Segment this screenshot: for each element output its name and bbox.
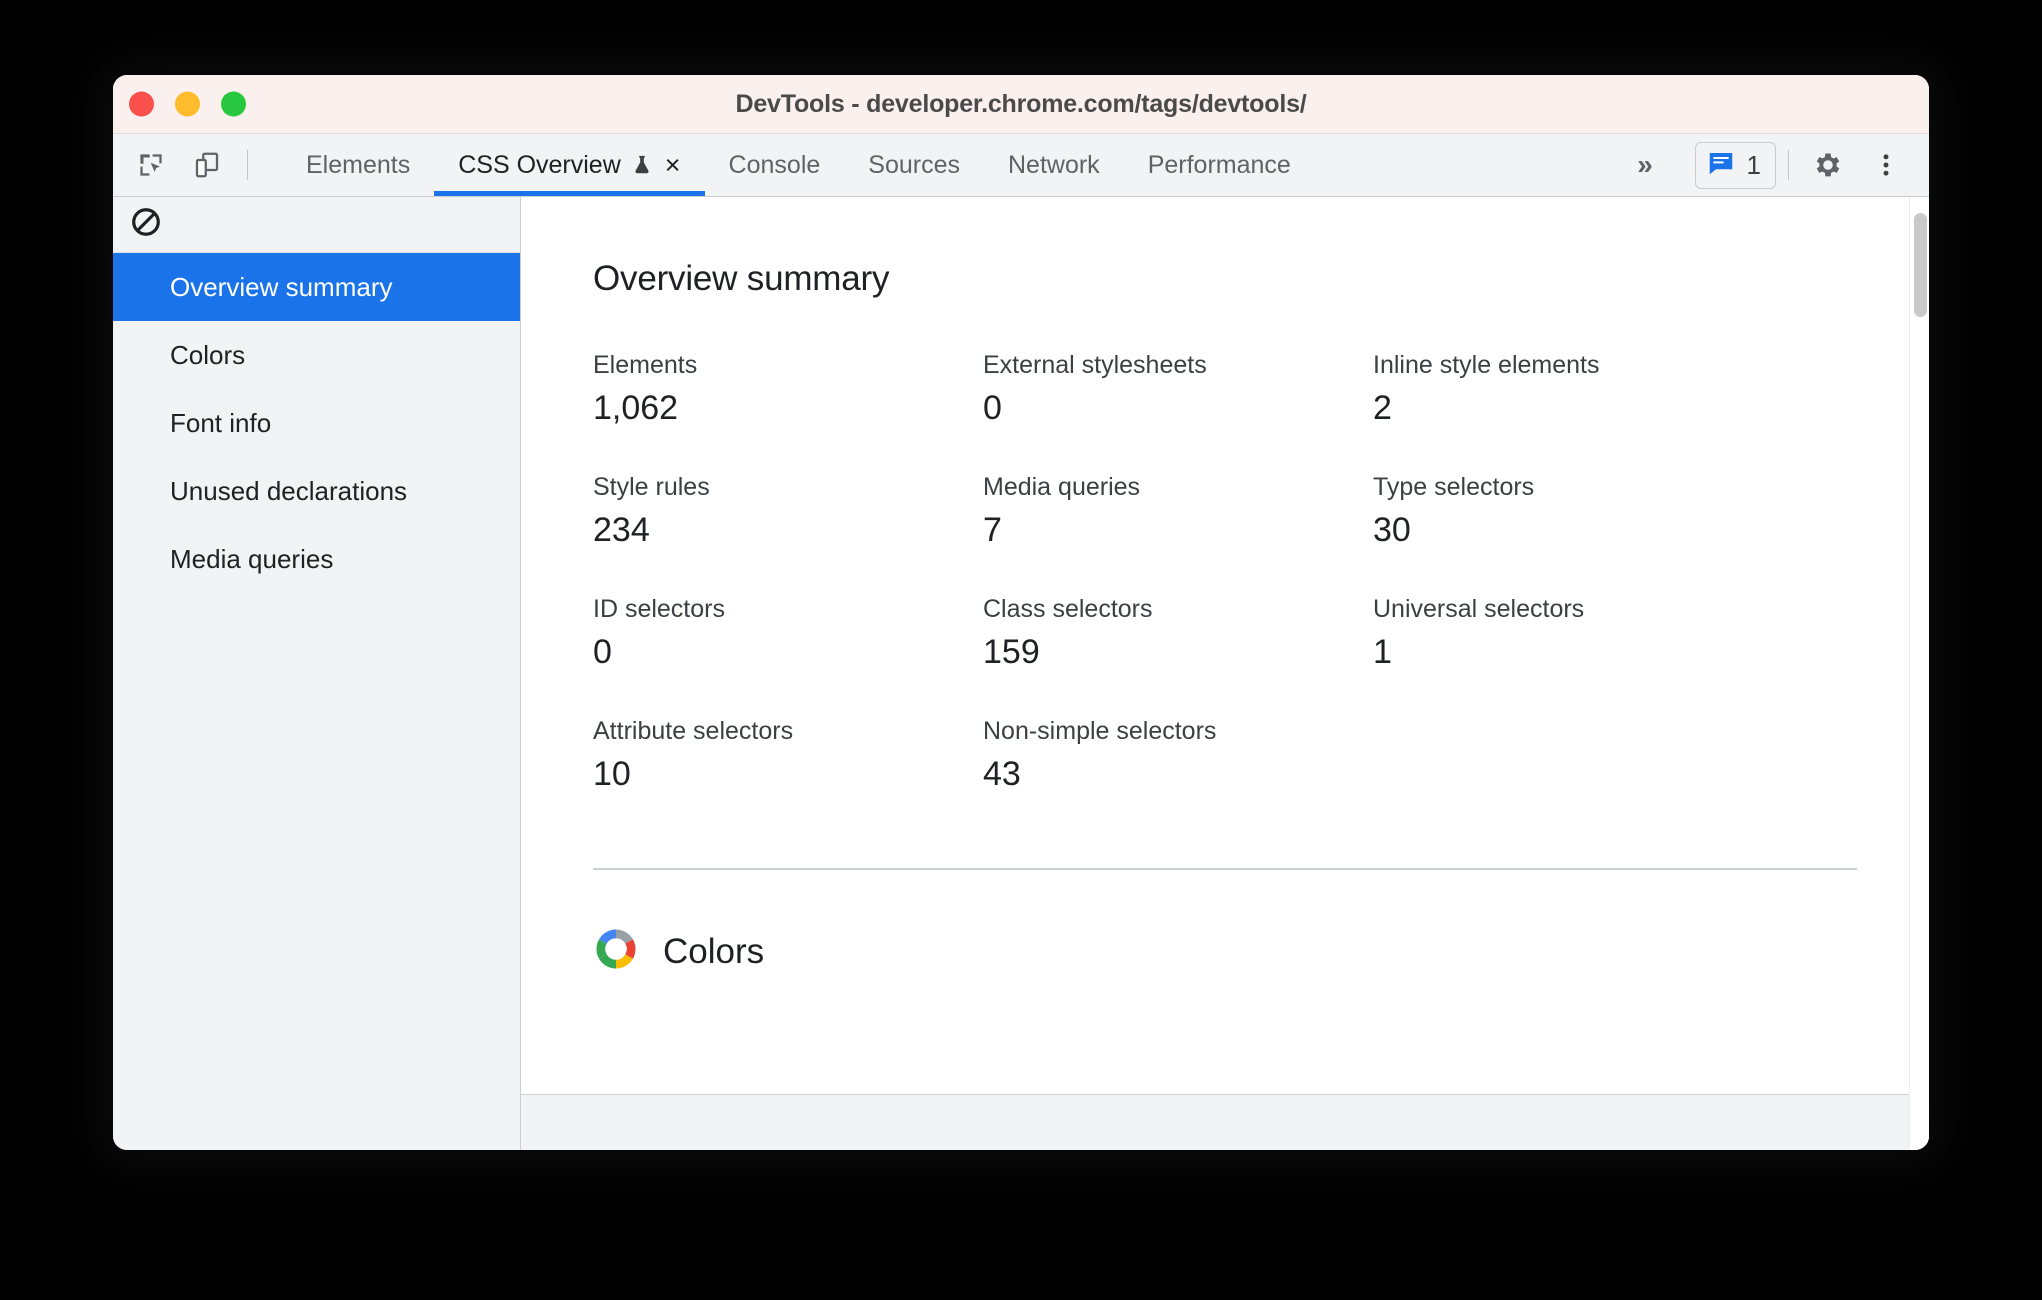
css-overview-sidebar: Overview summary Colors Font info Unused… [113,197,521,1150]
tab-label: Sources [868,150,960,179]
panel-tabs: Elements CSS Overview × Console Sources [282,134,1315,196]
sidebar-item-label: Unused declarations [170,475,408,506]
kebab-menu-icon[interactable] [1859,141,1913,189]
tab-sources[interactable]: Sources [844,134,984,196]
stat-non-simple-selectors: Non-simple selectors 43 [983,717,1373,794]
sidebar-item-colors[interactable]: Colors [113,321,520,389]
stat-label: ID selectors [593,595,725,623]
content-footer-strip [521,1094,1929,1150]
stat-elements: Elements 1,062 [593,351,983,428]
tab-console[interactable]: Console [705,134,845,196]
css-overview-content: Overview summary Elements 1,062 External… [521,197,1929,1150]
stat-label: Media queries [983,473,1141,501]
sidebar-item-label: Colors [170,339,246,370]
console-message-icon [1706,148,1736,183]
stat-label: Type selectors [1373,473,1535,501]
tab-label: Performance [1147,150,1291,179]
sidebar-item-overview-summary[interactable]: Overview summary [113,253,520,321]
stat-value: 30 [1373,511,1411,549]
window-title: DevTools - developer.chrome.com/tags/dev… [735,89,1307,118]
maximize-window-button[interactable] [221,91,246,117]
stat-empty-slot [1373,717,1763,794]
stat-style-rules: Style rules 234 [593,473,983,550]
stat-attribute-selectors: Attribute selectors 10 [593,717,983,794]
tab-label: Elements [306,150,411,179]
content-scrollbar[interactable] [1909,197,1929,1150]
stat-value: 10 [593,755,631,793]
tab-performance[interactable]: Performance [1124,134,1315,196]
stat-label: Elements [593,351,698,379]
tab-bar: Elements CSS Overview × Console Sources [113,134,1929,197]
stat-label: Non-simple selectors [983,717,1217,745]
sidebar-item-media-queries[interactable]: Media queries [113,525,520,593]
stat-id-selectors: ID selectors 0 [593,595,983,672]
summary-stats-grid: Elements 1,062 External stylesheets 0 In… [593,351,1857,794]
tab-close-button[interactable]: × [664,149,681,180]
stat-media-queries: Media queries 7 [983,473,1373,550]
stat-value: 0 [983,389,1002,427]
stat-label: Universal selectors [1373,595,1585,623]
actions-divider [1788,150,1789,180]
stat-label: Class selectors [983,595,1153,623]
sidebar-item-label: Font info [170,407,272,438]
page-title: Overview summary [593,259,890,298]
sidebar-item-font-info[interactable]: Font info [113,389,520,457]
minimize-window-button[interactable] [175,91,200,117]
tab-bar-actions: » 1 [1615,134,1929,196]
experiment-flask-icon [631,152,653,178]
stat-label: External stylesheets [983,351,1207,379]
tab-label: Network [1008,150,1100,179]
traffic-lights [129,91,246,117]
close-window-button[interactable] [129,91,154,117]
stat-universal-selectors: Universal selectors 1 [1373,595,1763,672]
colors-section-title: Colors [663,931,765,971]
stat-label: Attribute selectors [593,717,794,745]
inspect-cursor-icon[interactable] [127,141,175,189]
stat-value: 43 [983,755,1021,793]
gear-icon[interactable] [1801,141,1855,189]
console-message-badge[interactable]: 1 [1694,141,1776,189]
tab-elements[interactable]: Elements [282,134,434,196]
stat-value: 2 [1373,389,1392,427]
stat-value: 0 [593,633,612,671]
panel-body: Overview summary Colors Font info Unused… [113,197,1929,1150]
section-divider [593,868,1857,870]
scrollbar-thumb[interactable] [1914,213,1927,317]
console-message-count: 1 [1746,149,1761,180]
title-bar: DevTools - developer.chrome.com/tags/dev… [113,75,1929,134]
tab-label: CSS Overview [458,150,621,179]
stat-label: Style rules [593,473,710,501]
colors-section-header[interactable]: Colors [521,870,1929,977]
no-entry-icon[interactable] [130,206,162,243]
color-wheel-icon [593,926,639,977]
stat-inline-style-elements: Inline style elements 2 [1373,351,1763,428]
stat-value: 1 [1373,633,1392,671]
content-scroll-area: Overview summary Elements 1,062 External… [521,197,1929,1150]
stat-value: 7 [983,511,1002,549]
stat-value: 234 [593,511,650,549]
tab-label: Console [728,150,821,179]
devtools-window: DevTools - developer.chrome.com/tags/dev… [113,75,1929,1150]
sidebar-item-unused-declarations[interactable]: Unused declarations [113,457,520,525]
stat-external-stylesheets: External stylesheets 0 [983,351,1373,428]
tab-css-overview[interactable]: CSS Overview × [434,134,705,196]
toolbar-icons [127,134,268,196]
stat-class-selectors: Class selectors 159 [983,595,1373,672]
stat-value: 159 [983,633,1040,671]
sidebar-item-label: Media queries [170,543,334,574]
overview-summary-section: Overview summary Elements 1,062 External… [521,197,1929,870]
sidebar-toolbar [113,197,520,253]
stat-value: 1,062 [593,389,679,427]
stat-type-selectors: Type selectors 30 [1373,473,1763,550]
sidebar-item-label: Overview summary [170,271,393,302]
stat-label: Inline style elements [1373,351,1600,379]
toolbar-divider [247,150,248,180]
more-tabs-icon[interactable]: » [1637,149,1653,180]
device-toolbar-icon[interactable] [183,141,231,189]
tab-network[interactable]: Network [984,134,1124,196]
